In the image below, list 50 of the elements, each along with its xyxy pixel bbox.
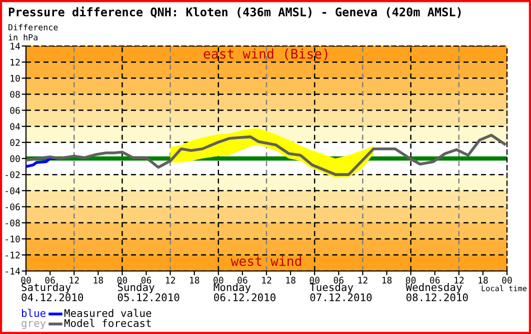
text: Sunday 05.12.2010 [118, 283, 180, 302]
y-tick-label: 08 [10, 90, 20, 98]
x-tick-label: 12 [358, 276, 368, 284]
y-tick-label: 12 [10, 58, 20, 66]
text: Wednesday 08.12.2010 [406, 283, 468, 302]
y-tick-label: 10 [10, 74, 20, 82]
x-tick-label: 00 [117, 276, 128, 284]
x-tick-label: 06 [141, 276, 152, 284]
y-axis-title: Difference in hPa [8, 24, 58, 40]
x-tick-label: 00 [406, 276, 416, 284]
y-tick-label: -04 [6, 187, 20, 194]
y-tick-label: 02 [10, 139, 20, 146]
legend-label: Model forecast [64, 318, 151, 328]
text: grey [22, 320, 46, 330]
y-tick-label: -02 [6, 171, 20, 178]
x-tick-label: 06 [45, 276, 55, 284]
x-tick-label: 00 [502, 276, 512, 284]
y-tick-label: -12 [6, 252, 20, 258]
x-tick-label: 00 [310, 276, 320, 284]
x-tick-label: 06 [334, 276, 344, 284]
x-tick-label: 12 [70, 276, 79, 284]
x-tick-label: 12 [262, 276, 272, 284]
text: Tuesday 07.12.2010 [310, 283, 372, 302]
y-tick-label: -14 [6, 268, 20, 274]
y-tick-label: -06 [6, 203, 20, 210]
x-tick-label: 06 [430, 276, 440, 284]
text: Monday 06.12.2010 [214, 283, 276, 302]
x-tick-label: 18 [190, 276, 200, 284]
x-tick-label: 00 [214, 276, 224, 284]
y-tick-label: 14 [10, 42, 20, 50]
line-series [26, 134, 506, 176]
chart-title: Pressure difference QNH: Kloten (436m AMSL) - Geneva (420m AMSL) [8, 6, 461, 18]
x-tick-label: 00 [21, 276, 31, 284]
text: Saturday 04.12.2010 [22, 283, 84, 302]
annotation: west wind [230, 256, 302, 266]
x-tick-label: 12 [166, 276, 175, 284]
y-tick-label: 04 [10, 123, 20, 130]
x-tick-label: 18 [478, 276, 488, 284]
x-tick-label: 06 [238, 276, 248, 284]
x-tick-label: 18 [382, 276, 392, 284]
x-tick-label: 18 [286, 276, 296, 284]
legend-label: Measured value [64, 308, 152, 318]
text: blue [22, 308, 46, 318]
y-tick-label: 06 [10, 107, 20, 114]
x-tick-label: 12 [454, 276, 464, 284]
annotation: east wind (Bise) [204, 48, 328, 60]
y-tick-label: 00 [10, 155, 20, 162]
x-tick-label: 18 [94, 276, 104, 284]
y-tick-label: -10 [6, 236, 20, 242]
y-tick-label: -08 [6, 220, 20, 226]
